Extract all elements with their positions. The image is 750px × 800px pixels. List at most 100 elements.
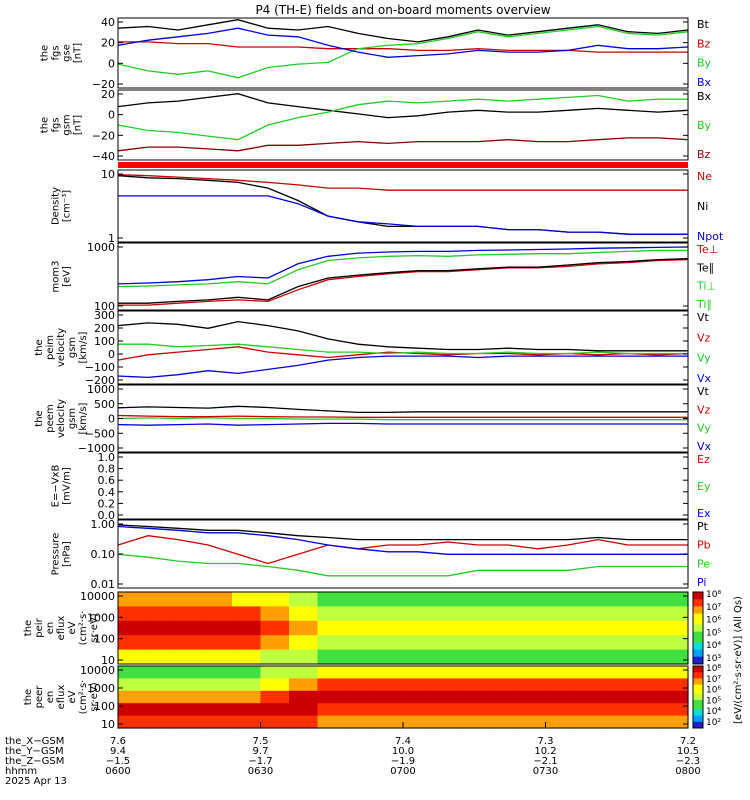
panel-1: 40 20 0 −20 the fgs gse [nT] Bt Bz By Bx bbox=[40, 16, 712, 91]
y-axis-label: velocity bbox=[56, 328, 67, 367]
heatmap-cell bbox=[517, 649, 547, 665]
heatmap-cell bbox=[517, 690, 547, 704]
heatmap-cell bbox=[175, 649, 205, 665]
legend-label: Ti∥ bbox=[696, 298, 712, 311]
colorbar-step bbox=[693, 635, 703, 640]
heatmap-cell bbox=[232, 678, 262, 692]
heatmap-cell bbox=[460, 690, 490, 704]
y-axis-label: E=−VxB bbox=[51, 465, 62, 508]
y-axis-label: sr·eV) bbox=[89, 682, 100, 711]
heatmap-cell bbox=[659, 690, 689, 704]
heatmap-cell bbox=[317, 690, 347, 704]
heatmap-cell bbox=[146, 635, 176, 651]
heatmap-cell bbox=[431, 690, 461, 704]
series-line bbox=[117, 553, 688, 577]
legend-label: Te⊥ bbox=[696, 243, 718, 256]
y-tick-label: 0 bbox=[108, 348, 115, 361]
y-axis-label: the bbox=[34, 339, 45, 355]
heatmap-cell bbox=[659, 666, 689, 679]
heatmap-cell bbox=[317, 635, 347, 651]
heatmap-cell bbox=[517, 635, 547, 651]
y-tick-label: 0.6 bbox=[98, 474, 116, 487]
heatmap-cell bbox=[374, 666, 404, 679]
heatmap-cell bbox=[460, 715, 490, 729]
heatmap-cell bbox=[175, 690, 205, 704]
colorbar-step bbox=[693, 706, 703, 710]
colorbar-tick-label: 10⁸ bbox=[706, 590, 721, 600]
colorbar-step bbox=[693, 687, 703, 692]
x-row-label: hhmm bbox=[5, 766, 37, 777]
y-tick-label: 100 bbox=[94, 300, 115, 313]
heatmap-cell bbox=[289, 678, 319, 692]
series-line bbox=[117, 524, 688, 541]
colorbar-step bbox=[693, 595, 703, 600]
heatmap-cell bbox=[289, 703, 319, 717]
colorbar-step bbox=[693, 712, 703, 717]
x-tick-label: 0730 bbox=[533, 766, 558, 777]
y-axis-label: [km/s] bbox=[78, 402, 89, 434]
heatmap-cell bbox=[374, 635, 404, 651]
heatmap-cell bbox=[260, 620, 290, 636]
heatmap-cell bbox=[317, 703, 347, 717]
heatmap-cell bbox=[146, 592, 176, 607]
y-tick-label: −100 bbox=[85, 361, 115, 374]
colorbar-step bbox=[693, 718, 703, 723]
heatmap-cell bbox=[659, 649, 689, 665]
heatmap-cell bbox=[602, 690, 632, 704]
y-tick-label: 1000 bbox=[87, 682, 115, 695]
heatmap-cell bbox=[659, 606, 689, 622]
series-line bbox=[117, 137, 689, 152]
series-line bbox=[118, 41, 688, 53]
x-tick-label: 7.4 bbox=[395, 736, 411, 747]
heatmap-cell bbox=[374, 703, 404, 717]
heatmap-cell bbox=[574, 635, 604, 651]
heatmap-cell bbox=[602, 620, 632, 636]
x-axis-labels: 7.69.4−1.506007.59.7−1.706307.410.0−1.90… bbox=[5, 596, 744, 787]
legend-label: By bbox=[697, 57, 712, 70]
heatmap-cell bbox=[460, 703, 490, 717]
legend-label: Ez bbox=[697, 453, 710, 466]
legend-label: Vz bbox=[697, 331, 711, 344]
heatmap-cell bbox=[602, 606, 632, 622]
heatmap-cell bbox=[146, 678, 176, 692]
heatmap-cell bbox=[460, 649, 490, 665]
panel-7: 1.00.80.60.40.20.0 E=−VxB [mV/m] Ez Ey Ex bbox=[51, 451, 711, 522]
heatmap-cell bbox=[403, 678, 433, 692]
legend-label: Ti⊥ bbox=[696, 280, 716, 293]
heatmap-cell bbox=[545, 703, 575, 717]
heatmap-cell bbox=[631, 703, 661, 717]
heatmap-cell bbox=[232, 635, 262, 651]
heatmap-cell bbox=[574, 666, 604, 679]
heatmap-cell bbox=[203, 678, 233, 692]
heatmap-cell bbox=[631, 606, 661, 622]
y-axis-label: the bbox=[23, 620, 34, 636]
colorbar-step bbox=[693, 672, 703, 676]
heatmap-cell bbox=[403, 649, 433, 665]
heatmap-cell bbox=[146, 606, 176, 622]
heatmap-cell bbox=[659, 703, 689, 717]
colorbar-step bbox=[693, 624, 703, 629]
colorbar-tick-label: 10⁸ bbox=[706, 664, 721, 674]
x-row-label: the_Z−GSM bbox=[5, 756, 64, 767]
heatmap-cell bbox=[545, 666, 575, 679]
heatmap-cell bbox=[146, 703, 176, 717]
y-axis-label: [km/s] bbox=[78, 331, 89, 363]
heatmap-cell bbox=[659, 635, 689, 651]
x-tick-label: 9.4 bbox=[110, 746, 126, 757]
y-tick-label: 40 bbox=[101, 16, 115, 29]
heatmap-cell bbox=[146, 666, 176, 679]
series-line bbox=[117, 320, 688, 352]
y-tick-label: 100 bbox=[94, 700, 115, 713]
heatmap-cell bbox=[517, 678, 547, 692]
y-axis-label: the bbox=[34, 410, 45, 426]
colorbar-tick-label: 10⁵ bbox=[706, 696, 721, 706]
colorbar-step bbox=[693, 703, 703, 707]
panel-frame bbox=[117, 452, 689, 520]
legend-label: Vz bbox=[697, 403, 711, 416]
x-tick-label: 0700 bbox=[390, 766, 415, 777]
heatmap-cell bbox=[260, 678, 290, 692]
colorbar-step bbox=[693, 620, 703, 625]
legend-label: Ex bbox=[697, 507, 711, 520]
heatmap-cell bbox=[289, 635, 319, 651]
